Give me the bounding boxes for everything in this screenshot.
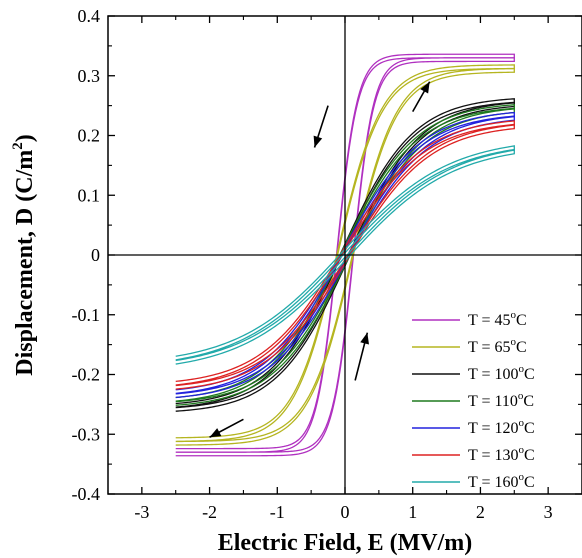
legend-label-degree: o: [519, 444, 525, 456]
direction-arrow-head: [313, 135, 323, 148]
y-tick-label: 0: [91, 245, 100, 265]
x-axis-title: Electric Field, E (MV/m): [218, 530, 473, 556]
legend-label-unit: C: [516, 312, 527, 329]
series-loop-160: [175, 145, 515, 365]
x-tick-label: -1: [270, 502, 285, 522]
legend-label-unit: C: [524, 366, 535, 383]
y-axis-title-main: Displacement, D (C/m: [12, 150, 38, 376]
legend-label-degree: o: [519, 363, 525, 375]
y-tick-label: -0.4: [72, 484, 101, 504]
x-tick-label: 1: [408, 502, 417, 522]
legend-label-110: T = 110oC: [468, 390, 534, 410]
legend-label-65: T = 65oC: [468, 336, 527, 356]
series-loop-65: [175, 64, 515, 446]
zero-axes: [108, 16, 582, 494]
y-tick-label: -0.1: [72, 305, 101, 325]
y-tick-label: -0.2: [72, 365, 101, 385]
legend-label-text: T = 65: [468, 339, 511, 356]
legend-label-unit: C: [524, 447, 535, 464]
direction-arrow-head: [360, 332, 369, 345]
x-tick-label: 3: [544, 502, 553, 522]
legend-label-text: T = 130: [468, 447, 519, 464]
legend-label-130: T = 130oC: [468, 444, 535, 464]
legend-label-100: T = 100oC: [468, 363, 535, 383]
x-tick-label: -3: [134, 502, 149, 522]
y-axis-title-sup: 2: [10, 142, 26, 150]
legend-label-text: T = 120: [468, 420, 519, 437]
series-loop-45: [175, 53, 515, 457]
series-loop-120: [175, 111, 515, 399]
legend-label-unit: C: [523, 393, 534, 410]
legend-label-unit: C: [516, 339, 527, 356]
x-tick-label: 2: [476, 502, 485, 522]
x-tick-label: -2: [202, 502, 217, 522]
direction-arrow-head: [420, 81, 430, 94]
y-axis-title: Displacement, D (C/m2): [10, 134, 38, 375]
x-tick-label: 0: [341, 502, 350, 522]
legend-label-text: T = 160: [468, 474, 519, 491]
legend-label-text: T = 45: [468, 312, 511, 329]
curves-layer: [175, 53, 515, 457]
legend-label-120: T = 120oC: [468, 417, 535, 437]
legend-label-degree: o: [511, 336, 517, 348]
y-tick-label: 0.2: [78, 126, 101, 146]
legend-label-degree: o: [511, 309, 517, 321]
legend-label-degree: o: [519, 417, 525, 429]
y-tick-label: -0.3: [72, 424, 101, 444]
y-tick-label: 0.1: [78, 185, 101, 205]
legend-label-unit: C: [524, 474, 535, 491]
legend-label-degree: o: [519, 471, 525, 483]
direction-arrows: [209, 81, 431, 438]
legend-label-160: T = 160oC: [468, 471, 535, 491]
legend-label-text: T = 110: [468, 393, 518, 410]
y-axis-title-end: ): [12, 134, 38, 142]
legend-label-text: T = 100: [468, 366, 519, 383]
direction-arrow-head: [209, 428, 222, 438]
ticks-layer: -3 -2 -1 0 1 2 3 -0.4 -0.3 -0.2 -0.1 0 0.1 0.2 0.3 0.4: [72, 6, 582, 522]
legend-label-degree: o: [518, 390, 524, 402]
y-tick-label: 0.4: [78, 6, 101, 26]
y-tick-label: 0.3: [78, 66, 101, 86]
legend-label-45: T = 45oC: [468, 309, 527, 329]
series-loop-130: [175, 120, 515, 390]
legend-label-unit: C: [524, 420, 535, 437]
